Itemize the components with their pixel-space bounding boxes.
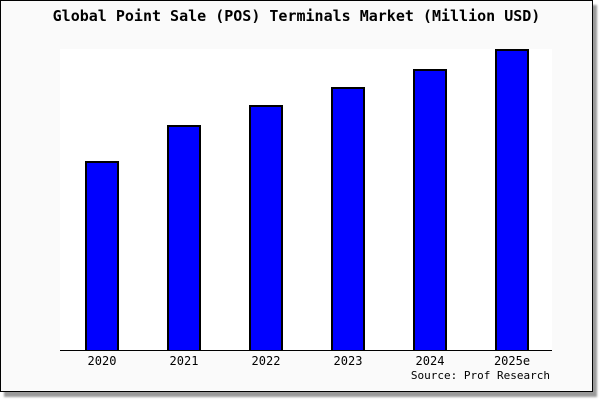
x-axis-ticks: 2020 2021 2022 2023 2024 2025e (60, 354, 552, 370)
bar-2023 (331, 87, 365, 350)
bar-2025e (495, 49, 529, 350)
x-tick-2024: 2024 (415, 354, 445, 368)
bar-2022 (249, 105, 283, 350)
bar-2021 (167, 125, 201, 350)
x-tick-2020: 2020 (87, 354, 117, 368)
x-tick-2023: 2023 (333, 354, 363, 368)
x-tick-2021: 2021 (169, 354, 199, 368)
chart-window: Global Point Sale (POS) Terminals Market… (0, 0, 593, 392)
x-tick-2025e: 2025e (493, 354, 531, 368)
chart-title: Global Point Sale (POS) Terminals Market… (52, 7, 541, 25)
bar-2020 (85, 161, 119, 350)
bar-2024 (413, 69, 447, 350)
source-credit: Source: Prof Research (410, 369, 550, 382)
plot-area (60, 49, 552, 351)
x-tick-2022: 2022 (251, 354, 281, 368)
